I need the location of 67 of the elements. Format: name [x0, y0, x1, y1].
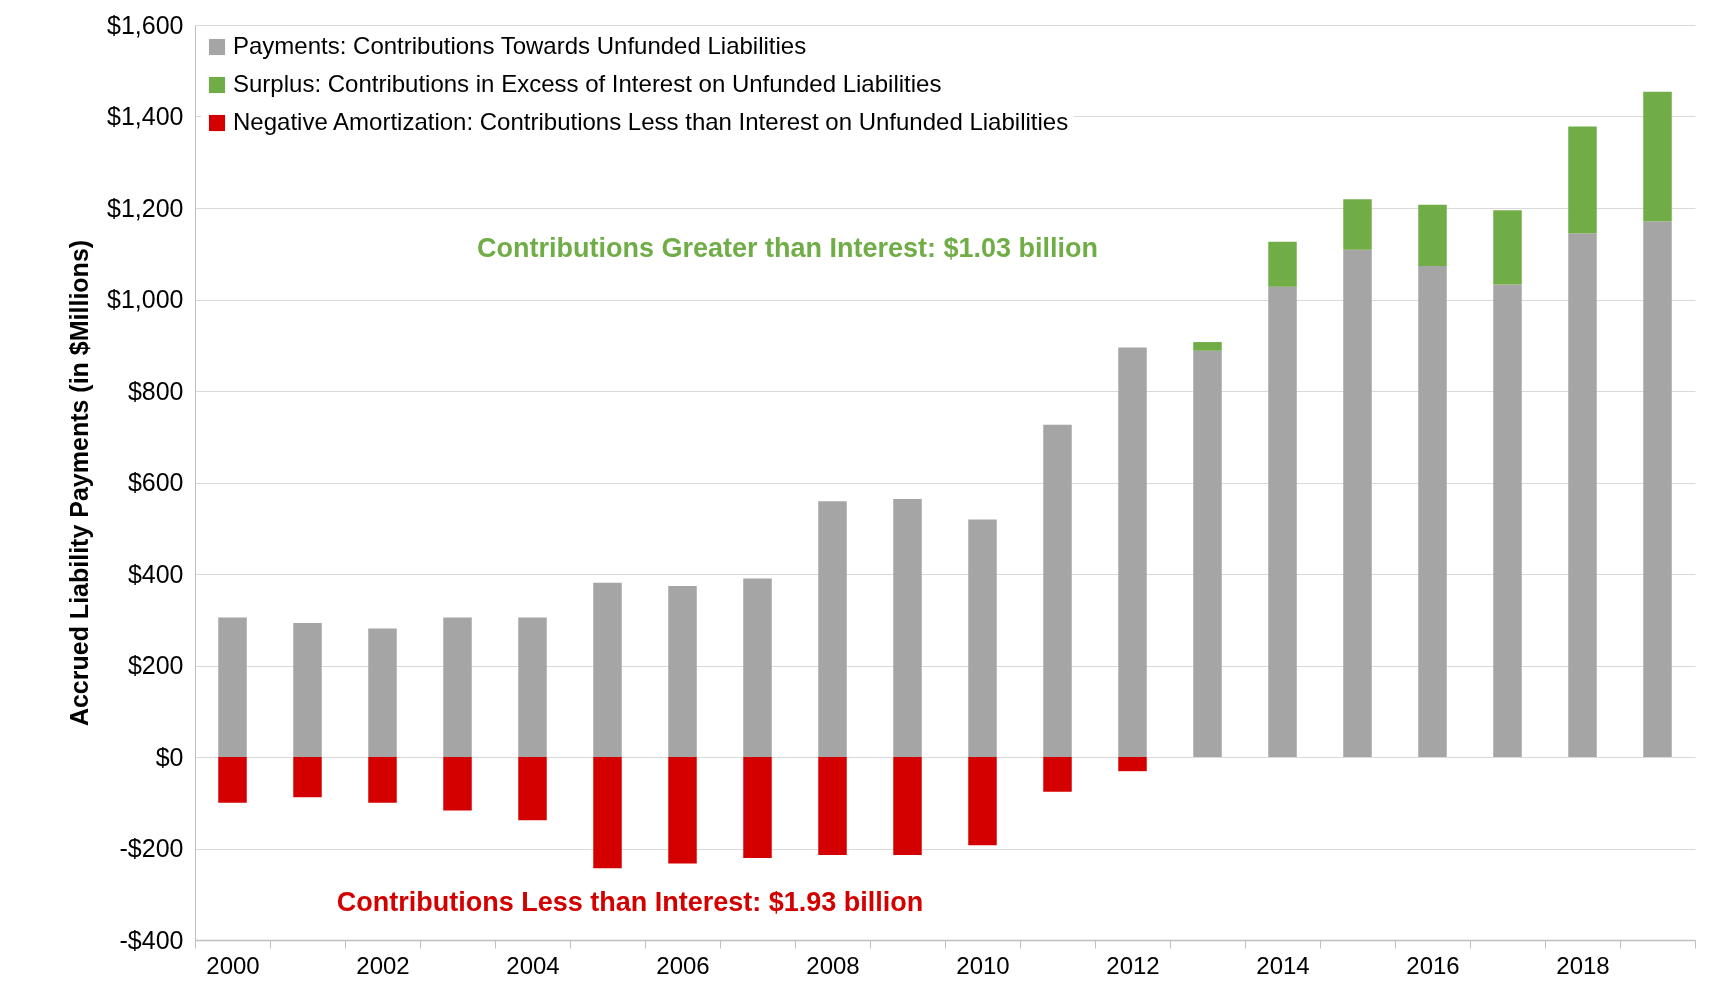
bar — [293, 622, 322, 757]
bar — [1193, 342, 1222, 351]
bar — [593, 582, 622, 757]
bar — [593, 757, 622, 869]
y-tick-label: $400 — [127, 559, 184, 588]
bar — [368, 757, 397, 803]
bar — [368, 628, 397, 757]
bar — [1118, 757, 1147, 772]
x-tick-label: 2002 — [356, 951, 410, 979]
x-tick-label: 2016 — [1406, 951, 1460, 979]
y-tick-label: $1,600 — [107, 10, 184, 39]
bar — [1268, 241, 1297, 287]
bar — [1568, 233, 1597, 757]
x-tick-label: 2012 — [1106, 951, 1160, 979]
bar — [293, 757, 322, 798]
bar — [518, 617, 547, 757]
bar — [1493, 210, 1522, 285]
bar — [443, 757, 472, 811]
y-tick-label: $600 — [127, 468, 184, 496]
x-tick-label: 2014 — [1256, 951, 1310, 979]
bar — [968, 519, 997, 757]
bar — [1343, 249, 1372, 757]
legend-label: Payments: Contributions Towards Unfunded Liabilities — [233, 32, 807, 59]
bar — [518, 757, 547, 821]
x-tick-label: 2008 — [806, 951, 860, 979]
x-tick-label: 2010 — [956, 951, 1010, 979]
x-tick-label: 2004 — [506, 951, 560, 979]
bar — [668, 585, 697, 757]
bar — [1568, 126, 1597, 234]
bar — [218, 757, 247, 803]
y-tick-label: $1,000 — [107, 285, 184, 313]
bar — [1493, 284, 1522, 757]
bar — [1643, 221, 1672, 757]
bar — [743, 578, 772, 757]
x-tick-label: 2000 — [206, 951, 260, 979]
bar — [1043, 757, 1072, 792]
bar — [1268, 286, 1297, 757]
bar — [968, 757, 997, 846]
bar — [1643, 91, 1672, 222]
x-tick-label: 2006 — [656, 951, 710, 979]
bar — [1343, 199, 1372, 250]
x-tick-label: 2018 — [1556, 951, 1610, 979]
bar — [893, 757, 922, 855]
bar — [743, 757, 772, 859]
bar — [1418, 266, 1447, 757]
bar — [668, 757, 697, 864]
bar — [1418, 204, 1447, 267]
y-axis-title: Accrued Liability Payments (in $Millions) — [65, 239, 94, 727]
annotation: Contributions Less than Interest: $1.93 billion — [336, 887, 924, 918]
bar — [893, 498, 922, 757]
y-tick-label: $1,400 — [107, 102, 184, 130]
bar — [1193, 350, 1222, 757]
bar — [1043, 424, 1072, 757]
bar — [1118, 347, 1147, 757]
bar — [443, 617, 472, 757]
y-tick-label: $800 — [127, 376, 184, 405]
y-tick-label: $1,200 — [107, 193, 184, 222]
y-tick-label: $200 — [127, 651, 184, 679]
legend-label: Negative Amortization: Contributions Less than Interest on Unfunded Liabilities — [233, 108, 1069, 135]
annotation: Contributions Greater than Interest: $1.03 billion — [476, 233, 1099, 264]
bar — [818, 501, 847, 757]
y-tick-label: -$400 — [119, 925, 184, 954]
bar — [218, 617, 247, 757]
legend-label: Surplus: Contributions in Excess of Interest on Unfunded Liabilities — [233, 70, 942, 97]
y-tick-label: $0 — [155, 742, 184, 771]
bar — [818, 757, 847, 855]
y-tick-label: -$200 — [119, 834, 184, 862]
